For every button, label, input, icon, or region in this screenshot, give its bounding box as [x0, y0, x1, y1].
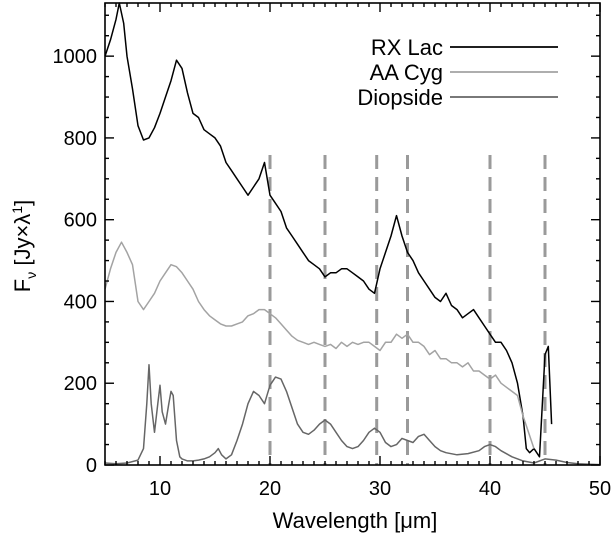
series-line-rx-lac [104, 2, 553, 458]
y-ticks: 0 200 400 600 800 1000 [53, 14, 600, 477]
axes [104, 2, 601, 466]
y-tick-label: 600 [64, 210, 97, 232]
dashed-reference-lines [268, 155, 547, 465]
legend-label: Diopside [357, 85, 443, 110]
legend-label: AA Cyg [370, 60, 443, 85]
x-tick-label: 50 [589, 478, 611, 500]
y-tick-label: 400 [64, 291, 97, 313]
y-axis-label: Fν [Jy×λ1] [9, 200, 39, 292]
series-line-aa-cyg [104, 241, 535, 449]
series-lines [104, 2, 601, 466]
y-tick-label: 0 [86, 455, 97, 477]
series-line-diopside [104, 364, 601, 466]
plot-frame [104, 2, 601, 466]
x-tick-label: 20 [259, 478, 281, 500]
y-tick-label: 800 [64, 128, 97, 150]
legend-label: RX Lac [371, 35, 443, 60]
x-tick-label: 30 [369, 478, 391, 500]
y-tick-label: 200 [64, 373, 97, 395]
x-tick-label: 10 [149, 478, 171, 500]
x-ticks: 10 20 30 40 50 [104, 3, 611, 500]
x-tick-label: 40 [479, 478, 501, 500]
y-tick-label: 1000 [53, 46, 98, 68]
x-axis-label: Wavelength [μm] [273, 508, 438, 533]
